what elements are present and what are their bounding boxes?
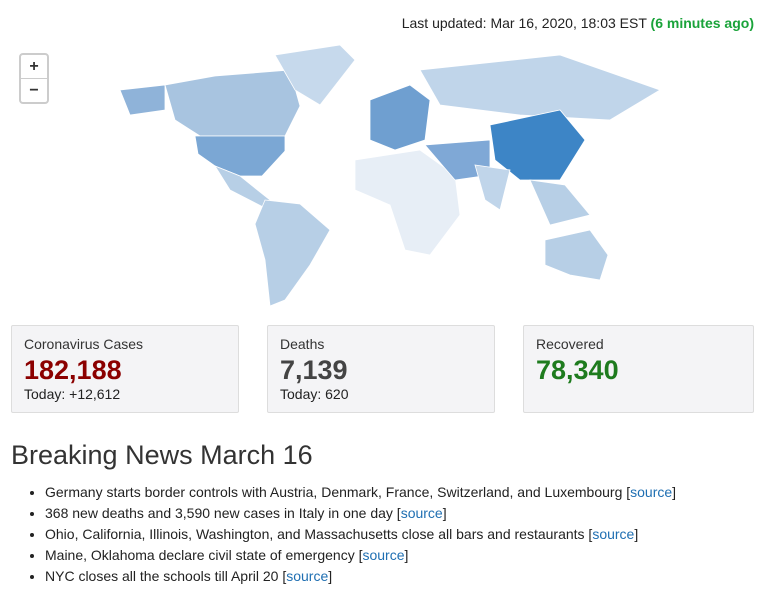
stat-value: 78,340 (536, 355, 619, 385)
australia (544, 229, 609, 281)
news-item: 368 new deaths and 3,590 new cases in It… (45, 503, 676, 524)
stat-label: Coronavirus Cases (24, 336, 144, 352)
source-link[interactable]: source (362, 547, 405, 563)
stat-label: Deaths (280, 336, 325, 352)
stat-value: 7,139 (280, 355, 348, 385)
stat-box: Coronavirus Cases 182,188 Today: +12,612 (11, 325, 239, 413)
news-bracket: ] (634, 526, 639, 542)
stat-box: Deaths 7,139 Today: 620 (267, 325, 495, 413)
news-bracket: ] (672, 484, 677, 500)
usa (194, 135, 286, 177)
news-text: Germany starts border controls with Aust… (45, 484, 631, 500)
news-item: Germany starts border controls with Aust… (45, 482, 676, 503)
updated-ago: (6 minutes ago) (650, 15, 754, 31)
news-item: NYC closes all the schools till April 20… (45, 566, 676, 587)
news-bracket: ] (442, 505, 447, 521)
news-item: Maine, Oklahoma declare civil state of e… (45, 545, 676, 566)
news-bracket: ] (404, 547, 409, 563)
africa (354, 149, 461, 256)
southeast-asia (529, 179, 591, 226)
europe (369, 84, 431, 151)
stat-value: 182,188 (24, 355, 122, 385)
russia (419, 54, 661, 121)
source-link[interactable]: source (286, 568, 329, 584)
source-link[interactable]: source (592, 526, 635, 542)
stat-label: Recovered (536, 336, 604, 352)
source-link[interactable]: source (630, 484, 673, 500)
stat-today: Today: 620 (280, 386, 349, 402)
south-america (254, 199, 331, 307)
news-text: Ohio, California, Illinois, Washington, … (45, 526, 593, 542)
greenland (274, 44, 356, 106)
news-text: NYC closes all the schools till April 20… (45, 568, 287, 584)
last-updated: Last updated: Mar 16, 2020, 18:03 EST (6… (402, 15, 754, 31)
china (489, 109, 586, 181)
news-bracket: ] (328, 568, 333, 584)
zoom-out[interactable]: − (29, 82, 39, 99)
news-list: Germany starts border controls with Aust… (0, 482, 676, 587)
news-text: Maine, Oklahoma declare civil state of e… (45, 547, 363, 563)
news-item: Ohio, California, Illinois, Washington, … (45, 524, 676, 545)
alaska (119, 84, 166, 116)
stat-today: Today: +12,612 (24, 386, 121, 402)
zoom-in[interactable]: + (21, 55, 47, 79)
updated-text: Last updated: Mar 16, 2020, 18:03 EST (401, 15, 647, 31)
news-text: 368 new deaths and 3,590 new cases in It… (45, 505, 401, 521)
india (474, 164, 511, 211)
stat-box: Recovered 78,340 (523, 325, 754, 413)
source-link[interactable]: source (400, 505, 443, 521)
news-title: Breaking News March 16 (11, 440, 313, 470)
zoom-control: + − (19, 53, 49, 104)
canada (164, 69, 301, 137)
world-map[interactable] (0, 36, 780, 311)
